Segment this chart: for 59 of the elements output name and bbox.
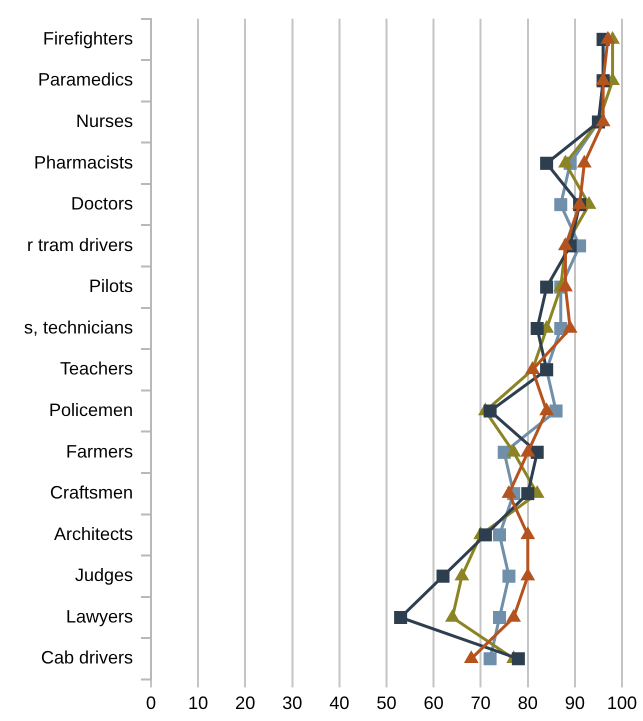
y-tick-label: Cab drivers	[40, 648, 133, 668]
x-tick-label: 20	[235, 693, 256, 714]
x-tick-label: 40	[329, 693, 350, 714]
x-tick-label: 100	[606, 693, 638, 714]
point	[506, 609, 521, 622]
point	[502, 486, 516, 498]
point	[484, 404, 497, 418]
point	[530, 322, 544, 335]
point	[464, 650, 478, 664]
y-tick-label: Craftsmen	[50, 482, 133, 503]
x-tick-label: 90	[564, 693, 585, 714]
point	[558, 155, 572, 168]
x-tick-label: 50	[376, 693, 397, 714]
y-tick-label: Paramedics	[38, 70, 133, 90]
point	[506, 444, 521, 457]
y-tick-label: r tram drivers	[26, 234, 133, 255]
y-tick-label: Farmers	[66, 441, 133, 462]
y-tick-label: Judges	[74, 565, 133, 586]
y-tick-label: s, technicians	[24, 317, 133, 338]
point	[521, 487, 534, 500]
y-tick-label: Pharmacists	[34, 152, 133, 172]
x-tick-label: 70	[470, 693, 491, 714]
point	[596, 114, 610, 126]
y-tick-label: Firefighters	[42, 28, 133, 48]
point	[512, 652, 525, 666]
point	[540, 156, 554, 170]
point	[554, 198, 568, 212]
point	[577, 155, 592, 168]
point	[596, 72, 610, 85]
x-tick-label: 60	[424, 693, 444, 714]
y-tick-label: Lawyers	[66, 606, 133, 626]
point	[484, 652, 497, 666]
point	[540, 403, 554, 416]
point	[563, 320, 578, 333]
point	[493, 610, 506, 624]
x-tick-label: 10	[188, 693, 208, 714]
point	[445, 609, 460, 622]
y-tick-label: Teachers	[60, 358, 133, 379]
point	[520, 526, 535, 540]
point	[493, 528, 506, 542]
point	[558, 279, 572, 292]
y-tick-label: Nurses	[76, 110, 133, 131]
point	[540, 280, 554, 294]
x-tick-label: 0	[146, 693, 156, 714]
point	[520, 444, 535, 457]
y-tick-label: Doctors	[70, 194, 133, 214]
y-tick-label: Architects	[54, 524, 133, 544]
point	[394, 610, 408, 624]
point	[600, 31, 615, 44]
point	[454, 568, 469, 580]
point	[436, 570, 450, 583]
point	[520, 568, 535, 580]
point	[478, 528, 492, 542]
point	[502, 570, 516, 583]
y-tick-label: Policemen	[48, 400, 133, 420]
x-tick-label: 80	[518, 693, 538, 714]
point	[572, 196, 587, 209]
x-tick-label: 30	[282, 693, 302, 714]
y-tick-label: Pilots	[88, 276, 133, 296]
